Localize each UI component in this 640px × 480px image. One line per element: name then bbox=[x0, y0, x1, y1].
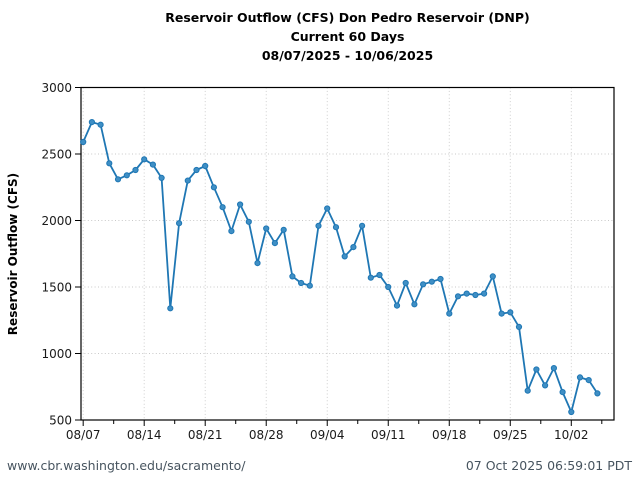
footer-timestamp: 07 Oct 2025 06:59:01 PDT bbox=[465, 458, 632, 473]
chart-date-range: 08/07/2025 - 10/06/2025 bbox=[261, 48, 434, 63]
data-point bbox=[359, 222, 366, 229]
data-point bbox=[437, 275, 444, 283]
data-point bbox=[271, 240, 278, 247]
data-point bbox=[106, 160, 113, 167]
data-point bbox=[97, 121, 104, 128]
data-point bbox=[237, 201, 244, 208]
data-point bbox=[385, 283, 392, 291]
axis-tick-labels: 500 1000 1500 2000 2500 3000 08/07 08/14 08/21 08… bbox=[41, 81, 588, 442]
data-point bbox=[576, 374, 584, 381]
data-point bbox=[306, 282, 313, 289]
chart-header: Reservoir Outflow (CFS) Don Pedro Reserv… bbox=[81, 8, 614, 65]
x-tick-label: 09/04 bbox=[310, 428, 345, 442]
data-point bbox=[114, 176, 122, 183]
data-point bbox=[542, 382, 549, 389]
data-point bbox=[315, 222, 322, 229]
data-point bbox=[141, 156, 148, 163]
y-tick-label: 1500 bbox=[41, 281, 72, 295]
data-point bbox=[149, 161, 156, 168]
data-point bbox=[550, 365, 558, 372]
data-point bbox=[176, 220, 183, 227]
footer-bar: www.cbr.washington.edu/sacramento/ 07 Oc… bbox=[0, 453, 640, 480]
data-point bbox=[515, 323, 523, 330]
y-tick-label: 3000 bbox=[41, 81, 72, 95]
x-tick-label: 08/07 bbox=[66, 428, 101, 442]
data-point bbox=[524, 387, 531, 394]
data-point bbox=[167, 305, 174, 312]
x-tick-label: 09/25 bbox=[493, 428, 528, 442]
data-point bbox=[324, 205, 331, 212]
data-point bbox=[454, 293, 462, 300]
data-point bbox=[132, 166, 139, 174]
plot-frame bbox=[80, 86, 615, 421]
data-point bbox=[123, 172, 130, 179]
data-point bbox=[219, 204, 226, 211]
data-point bbox=[402, 279, 409, 287]
data-point bbox=[193, 166, 200, 174]
data-point bbox=[210, 184, 217, 191]
y-tick-label: 2000 bbox=[41, 214, 72, 228]
data-point bbox=[446, 310, 453, 317]
x-tick-label: 09/18 bbox=[432, 428, 467, 442]
axis-ticks bbox=[75, 87, 603, 426]
data-point bbox=[254, 260, 261, 267]
data-point bbox=[202, 162, 209, 170]
data-point bbox=[350, 244, 357, 251]
data-point bbox=[88, 119, 96, 126]
y-tick-label: 2500 bbox=[41, 148, 72, 162]
data-point bbox=[420, 281, 427, 288]
data-point bbox=[184, 177, 191, 184]
data-point bbox=[289, 273, 296, 280]
y-tick-label: 500 bbox=[49, 414, 72, 428]
data-point bbox=[463, 290, 470, 297]
data-point bbox=[594, 390, 601, 397]
data-point bbox=[507, 309, 514, 316]
data-point bbox=[498, 310, 505, 317]
data-point bbox=[585, 377, 592, 384]
y-tick-label: 1000 bbox=[41, 347, 72, 361]
x-tick-label: 09/11 bbox=[371, 428, 406, 442]
footer-url: www.cbr.washington.edu/sacramento/ bbox=[7, 458, 246, 473]
data-point bbox=[80, 138, 87, 146]
data-point bbox=[376, 271, 383, 279]
x-tick-label: 10/02 bbox=[554, 428, 589, 442]
data-point bbox=[263, 225, 270, 232]
data-point bbox=[428, 278, 435, 285]
data-point bbox=[533, 366, 540, 373]
x-tick-label: 08/28 bbox=[249, 428, 284, 442]
x-tick-label: 08/21 bbox=[188, 428, 223, 442]
data-point bbox=[280, 226, 287, 233]
chart-title: Reservoir Outflow (CFS) Don Pedro Reserv… bbox=[165, 10, 530, 25]
data-point bbox=[481, 290, 488, 297]
data-point bbox=[393, 302, 401, 309]
data-point bbox=[332, 224, 340, 231]
data-point bbox=[568, 408, 575, 416]
x-tick-label: 08/14 bbox=[127, 428, 162, 442]
data-point bbox=[158, 174, 165, 181]
data-point bbox=[367, 274, 374, 281]
data-point bbox=[228, 228, 235, 235]
data-point bbox=[341, 253, 348, 260]
data-point bbox=[298, 279, 305, 287]
plot-border bbox=[80, 86, 615, 421]
data-point bbox=[472, 291, 479, 299]
data-point bbox=[559, 389, 566, 396]
data-point bbox=[245, 218, 252, 225]
data-point bbox=[489, 273, 496, 280]
data-point bbox=[411, 301, 418, 308]
outflow-series bbox=[80, 119, 601, 416]
chart-subtitle: Current 60 Days bbox=[290, 29, 405, 44]
outflow-line bbox=[82, 121, 599, 413]
